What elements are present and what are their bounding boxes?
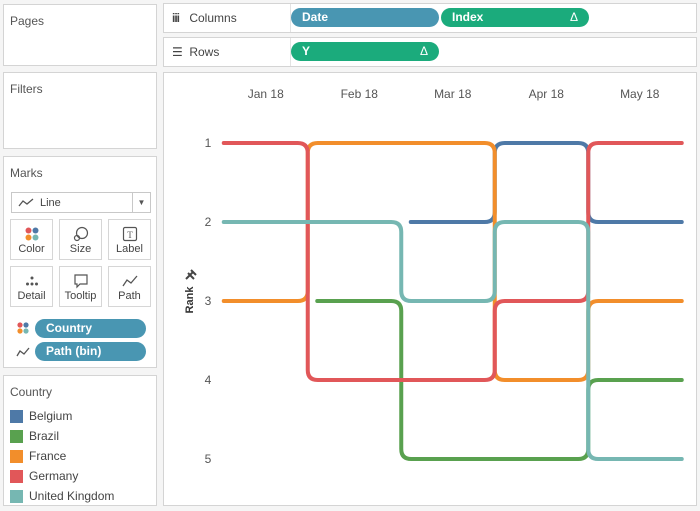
- color-dots-icon: [11, 226, 52, 242]
- series-layer: [221, 141, 684, 461]
- legend-label: Germany: [29, 469, 79, 483]
- legend-swatch: [10, 450, 23, 463]
- pin-icon[interactable]: [185, 269, 197, 280]
- filters-card[interactable]: Filters: [3, 72, 157, 149]
- tooltip-button[interactable]: Tooltip: [59, 266, 102, 307]
- mark-type-dropdown[interactable]: Line ▼: [11, 192, 151, 213]
- line-icon: [18, 198, 34, 211]
- legend-label: United Kingdom: [29, 489, 115, 503]
- y-axis-title-group: Rank: [184, 269, 197, 314]
- y-axis: 1 2 3 4 5: [205, 136, 212, 466]
- y-tick-label: 2: [205, 215, 212, 229]
- legend-label: Belgium: [29, 409, 73, 423]
- color-dots-icon: [16, 321, 30, 340]
- x-tick-label: Feb 18: [341, 87, 379, 101]
- label-button[interactable]: T Label: [108, 219, 151, 260]
- label-icon: T: [109, 226, 150, 242]
- tooltip-button-label: Tooltip: [64, 290, 97, 302]
- index-pill[interactable]: Index Δ: [441, 8, 589, 27]
- series-line-germany[interactable]: [221, 141, 684, 382]
- svg-text:T: T: [127, 230, 133, 240]
- pages-title: Pages: [10, 14, 45, 28]
- bump-chart: Jan 18 Feb 18 Mar 18 Apr 18 May 18 1 2 3 4 5 Ran…: [184, 87, 684, 466]
- color-button[interactable]: Color: [10, 219, 53, 260]
- color-button-label: Color: [18, 243, 45, 255]
- path-button-label: Path: [118, 290, 141, 302]
- legend-label: Brazil: [29, 429, 60, 443]
- path-bin-pill-label: Path (bin): [46, 344, 102, 358]
- legend-label: France: [29, 449, 67, 463]
- legend-title: Country: [10, 385, 53, 399]
- index-pill-label: Index: [452, 10, 484, 24]
- marks-card: Marks Line ▼ Color Size T Label Detail: [3, 156, 157, 368]
- label-button-label: Label: [116, 243, 143, 255]
- legend-swatch: [10, 410, 23, 423]
- y-tick-label: 4: [205, 373, 212, 387]
- chart-panel: Jan 18 Feb 18 Mar 18 Apr 18 May 18 1 2 3 4 5 Ran…: [163, 72, 697, 506]
- y-tick-label: 1: [205, 136, 212, 150]
- rows-icon: ☰: [172, 45, 183, 59]
- columns-shelf-label: iii Columns: [172, 11, 290, 25]
- detail-button-label: Detail: [17, 290, 46, 302]
- chevron-down-icon[interactable]: ▼: [132, 193, 150, 212]
- size-button[interactable]: Size: [59, 219, 102, 260]
- columns-shelf[interactable]: iii Columns Date Index Δ: [163, 3, 697, 33]
- x-tick-label: Mar 18: [434, 87, 472, 101]
- legend-swatch: [10, 430, 23, 443]
- columns-icon: iii: [172, 11, 180, 25]
- x-axis: Jan 18 Feb 18 Mar 18 Apr 18 May 18: [248, 87, 660, 101]
- pages-card[interactable]: Pages: [3, 4, 157, 66]
- marks-title: Marks: [10, 166, 43, 180]
- shelf-divider: [290, 38, 291, 66]
- legend-swatch: [10, 490, 23, 503]
- series-line-united-kingdom[interactable]: [221, 220, 684, 461]
- filters-title: Filters: [10, 82, 43, 96]
- rows-label: Rows: [189, 45, 220, 59]
- tooltip-icon: [60, 273, 101, 289]
- y-pill-label: Y: [302, 44, 311, 58]
- x-tick-label: May 18: [620, 87, 660, 101]
- detail-dots-icon: [11, 273, 52, 289]
- size-icon: [60, 226, 101, 242]
- size-button-label: Size: [69, 243, 92, 255]
- rows-shelf[interactable]: ☰ Rows Y Δ: [163, 37, 697, 67]
- y-axis-title: Rank: [184, 286, 196, 314]
- delta-icon: Δ: [569, 10, 578, 24]
- path-icon: [109, 273, 150, 289]
- detail-button[interactable]: Detail: [10, 266, 53, 307]
- x-tick-label: Apr 18: [529, 87, 565, 101]
- path-bin-pill[interactable]: Path (bin): [35, 342, 146, 361]
- y-tick-label: 5: [205, 452, 212, 466]
- path-button[interactable]: Path: [108, 266, 151, 307]
- legend-swatch: [10, 470, 23, 483]
- x-tick-label: Jan 18: [248, 87, 284, 101]
- path-icon: [16, 345, 30, 363]
- mark-type-label: Line: [40, 197, 61, 209]
- country-pill-label: Country: [46, 321, 92, 335]
- y-tick-label: 3: [205, 294, 212, 308]
- rows-shelf-label: ☰ Rows: [172, 45, 290, 59]
- date-pill-label: Date: [302, 10, 329, 24]
- shelf-divider: [290, 4, 291, 32]
- country-legend: Country Belgium Brazil France Germany Un…: [3, 375, 157, 506]
- delta-icon: Δ: [419, 44, 428, 58]
- series-line-france[interactable]: [221, 141, 684, 382]
- country-color-pill[interactable]: Country: [35, 319, 146, 338]
- y-pill[interactable]: Y Δ: [291, 42, 439, 61]
- date-pill[interactable]: Date: [291, 8, 439, 27]
- columns-label: Columns: [189, 11, 237, 25]
- series-line-belgium[interactable]: [408, 141, 684, 224]
